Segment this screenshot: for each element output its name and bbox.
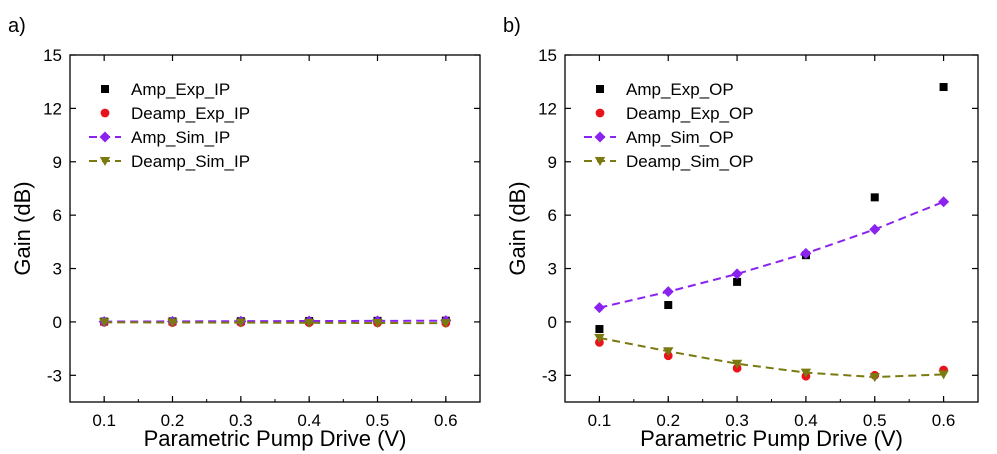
panel-a: a) 0.1 0.2 0.3 0.4 0.5 0.6 -3 0 3 6 9 12 15 Parametric…	[8, 15, 481, 451]
y-tick-label: 3	[53, 260, 62, 279]
data-point	[938, 196, 950, 208]
series-line	[599, 200, 944, 309]
legend-item: Deamp_Sim_IP	[89, 152, 250, 171]
y-tick-label: 6	[53, 206, 62, 225]
x-tick-label: 0.1	[588, 411, 612, 430]
series-deamp-sim-ip	[98, 318, 452, 329]
y-tick-label: 12	[538, 99, 557, 118]
series-amp-sim-ip	[98, 315, 452, 328]
data-point	[98, 318, 110, 328]
series-line	[599, 336, 944, 379]
legend-item: Deamp_Exp_IP	[100, 104, 250, 123]
legend-label: Amp_Exp_OP	[626, 80, 734, 99]
series-deamp-exp-op	[595, 337, 948, 381]
x-tick-label: 0.2	[161, 411, 185, 430]
legend-item: Deamp_Sim_OP	[584, 152, 754, 171]
data-point	[594, 333, 605, 343]
data-point	[731, 268, 743, 280]
legend-item: Amp_Exp_OP	[596, 80, 734, 99]
legend-marker	[596, 85, 604, 93]
legend-marker	[101, 85, 109, 93]
legend-item: Amp_Sim_OP	[584, 128, 734, 147]
panel-label: b)	[503, 15, 521, 37]
y-tick-label: -3	[542, 366, 557, 385]
legend-label: Amp_Sim_OP	[626, 128, 734, 147]
legend-marker	[99, 131, 111, 143]
y-tick-label: 9	[548, 153, 557, 172]
x-tick-label: 0.1	[92, 411, 116, 430]
x-tick-label: 0.2	[656, 411, 680, 430]
series-deamp-sim-op	[594, 333, 949, 383]
y-tick-label: -3	[47, 366, 62, 385]
data-point	[593, 302, 605, 314]
y-tick-label: 15	[538, 46, 557, 65]
data-point	[869, 373, 880, 383]
y-tick-label: 6	[548, 206, 557, 225]
x-axis-title: Parametric Pump Drive (V)	[144, 426, 407, 451]
series-line	[104, 319, 446, 323]
legend-label: Deamp_Sim_OP	[626, 152, 754, 171]
x-tick-label: 0.4	[794, 411, 818, 430]
legend-item: Amp_Exp_IP	[101, 80, 230, 99]
data-point	[303, 318, 315, 328]
panel-b: b) 0.1 0.2 0.3 0.4 0.5 0.6 -3 0 3 6 9 12 15 Parametric…	[503, 15, 979, 451]
data-point	[800, 247, 812, 259]
x-tick-label: 0.3	[229, 411, 253, 430]
legend-marker	[594, 131, 606, 143]
x-tick-label: 0.4	[297, 411, 321, 430]
legend-label: Amp_Sim_IP	[131, 128, 230, 147]
x-axis-title: Parametric Pump Drive (V)	[640, 426, 903, 451]
legend-item: Amp_Sim_IP	[89, 128, 230, 147]
data-point	[663, 347, 674, 357]
y-tick-label: 12	[43, 99, 62, 118]
x-tick-label: 0.6	[434, 411, 458, 430]
y-tick-label: 15	[43, 46, 62, 65]
legend-item: Deamp_Exp_OP	[595, 104, 754, 123]
y-tick-label: 0	[53, 313, 62, 332]
y-tick-label: 3	[548, 260, 557, 279]
data-point	[800, 368, 812, 378]
legend-marker	[594, 157, 606, 166]
legend-marker	[100, 108, 110, 118]
legend-label: Deamp_Exp_OP	[626, 104, 754, 123]
legend-marker	[99, 157, 111, 166]
legend: Amp_Exp_OP Deamp_Exp_OP Amp_Sim_OP Deamp_Si…	[584, 80, 754, 171]
data-point	[440, 319, 452, 329]
x-tick-label: 0.3	[725, 411, 749, 430]
data-point	[662, 286, 674, 298]
x-tick-label: 0.5	[863, 411, 887, 430]
data-point	[733, 277, 742, 286]
legend-label: Amp_Exp_IP	[131, 80, 230, 99]
y-axis-title: Gain (dB)	[505, 181, 530, 275]
data-point	[167, 318, 178, 328]
legend-marker	[595, 108, 605, 118]
legend: Amp_Exp_IP Deamp_Exp_IP Amp_Sim_IP Deamp_Si…	[89, 80, 250, 171]
series-amp-sim-op	[593, 196, 950, 314]
panel-label: a)	[8, 15, 26, 37]
data-point	[869, 223, 881, 235]
data-point	[939, 83, 948, 92]
x-tick-label: 0.6	[932, 411, 956, 430]
series-line	[104, 321, 446, 325]
data-point	[731, 359, 743, 369]
data-point	[595, 325, 604, 334]
legend-label: Deamp_Sim_IP	[131, 152, 250, 171]
data-point	[372, 318, 383, 328]
legend-label: Deamp_Exp_IP	[131, 104, 250, 123]
data-point	[938, 370, 949, 380]
x-tick-label: 0.5	[366, 411, 390, 430]
y-axis-title: Gain (dB)	[10, 181, 35, 275]
y-tick-label: 0	[548, 313, 557, 332]
y-tick-label: 9	[53, 153, 62, 172]
data-point	[235, 318, 247, 328]
data-point	[664, 301, 673, 310]
data-point	[870, 193, 879, 202]
